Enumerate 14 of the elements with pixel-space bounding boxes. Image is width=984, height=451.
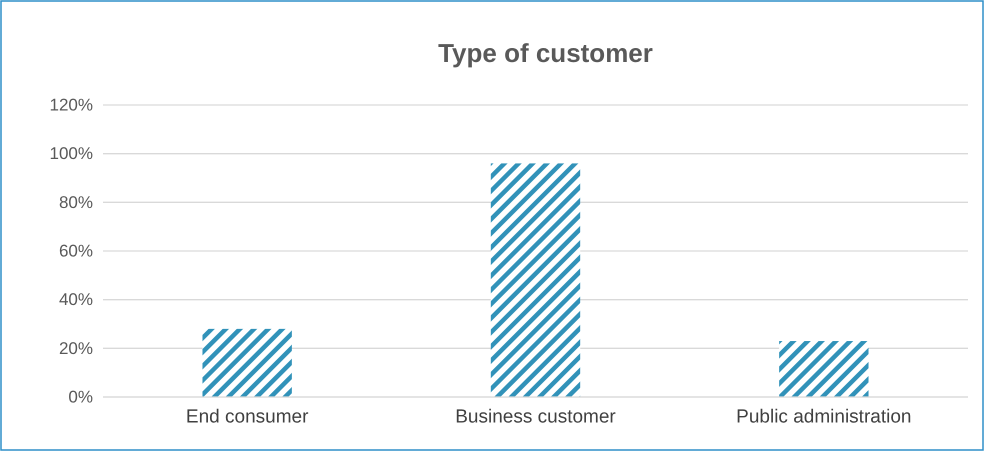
chart-title: Type of customer	[438, 38, 653, 68]
y-tick-label: 20%	[58, 338, 93, 358]
x-tick-label: End consumer	[186, 406, 310, 428]
bar	[779, 341, 869, 397]
bar	[490, 163, 580, 397]
y-tick-label: 0%	[68, 387, 93, 406]
y-tick-label: 80%	[58, 192, 93, 212]
y-tick-label: 40%	[58, 290, 93, 310]
bar	[202, 328, 292, 397]
y-tick-label: 60%	[58, 241, 93, 260]
x-tick-label: Business customer	[455, 406, 616, 428]
y-tick-label: 120%	[50, 95, 93, 114]
y-tick-label: 100%	[50, 144, 93, 164]
x-tick-label: Public administration	[736, 406, 912, 428]
